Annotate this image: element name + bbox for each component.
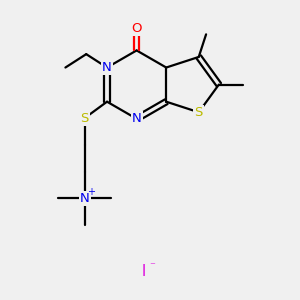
Text: N: N: [80, 192, 90, 205]
Text: I: I: [142, 264, 146, 279]
Text: ⁻: ⁻: [149, 262, 155, 272]
Text: S: S: [194, 106, 203, 119]
Text: O: O: [131, 22, 142, 34]
Text: +: +: [87, 187, 95, 197]
Text: S: S: [80, 112, 89, 124]
Text: N: N: [102, 61, 112, 74]
Text: N: N: [132, 112, 142, 125]
